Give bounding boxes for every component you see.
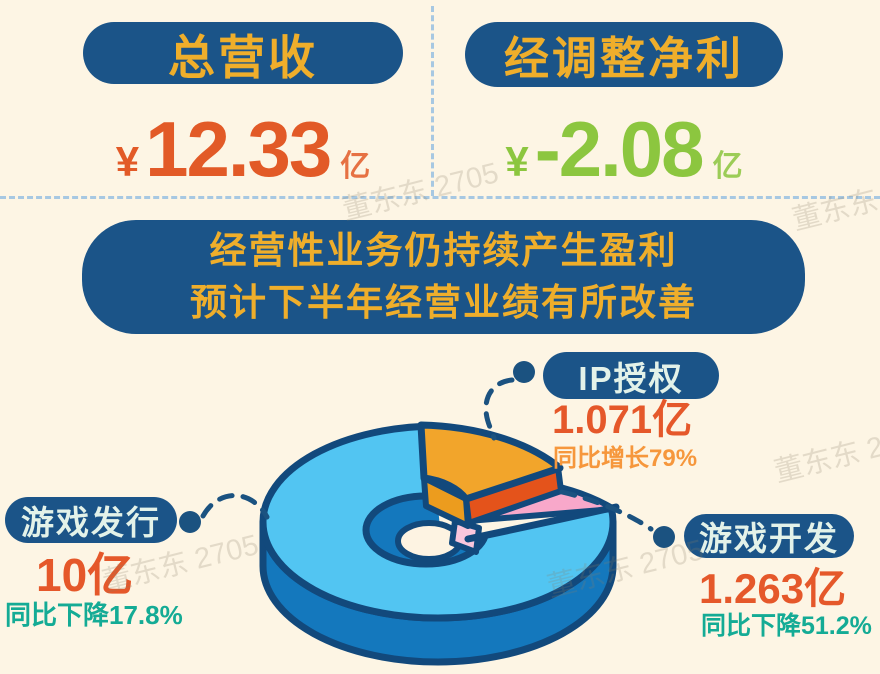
value-game-publishing: 10亿 bbox=[36, 549, 134, 601]
horizontal-dashed-divider bbox=[0, 196, 880, 199]
summary-banner-line1: 经营性业务仍持续产生盈利 bbox=[209, 230, 678, 271]
value-game-dev: 1.263亿 bbox=[699, 565, 847, 612]
slice-ip-licensing-top bbox=[417, 421, 564, 503]
connector-dot-game-publishing bbox=[179, 511, 201, 533]
label-ip-licensing: IP授权 bbox=[578, 359, 684, 397]
net-profit-card-pill: 经调整净利 bbox=[465, 22, 783, 87]
connector-dot-ip-licensing bbox=[513, 361, 535, 383]
label-game-publishing: 游戏发行 bbox=[21, 504, 161, 541]
label-pill-game-dev: 游戏开发 bbox=[684, 514, 854, 558]
revenue-amount-unit: 亿 bbox=[340, 150, 371, 183]
revenue-amount: ¥ 12.33 亿 bbox=[83, 110, 403, 188]
watermark: 董东东 2705 bbox=[789, 167, 880, 237]
net-profit-amount: ¥ -2.08 亿 bbox=[465, 110, 783, 188]
label-game-dev: 游戏开发 bbox=[699, 520, 839, 557]
net-profit-currency-symbol: ¥ bbox=[505, 138, 529, 185]
yoy-game-dev: 同比下降51.2% bbox=[701, 612, 872, 640]
revenue-card-pill: 总营收 bbox=[83, 22, 403, 84]
summary-banner-line2: 预计下半年经营业绩有所改善 bbox=[190, 282, 697, 323]
revenue-card-label: 总营收 bbox=[168, 30, 318, 84]
value-ip-licensing: 1.071亿 bbox=[552, 398, 693, 442]
yoy-game-publishing: 同比下降17.8% bbox=[5, 600, 183, 630]
vertical-dashed-divider bbox=[431, 6, 434, 196]
revenue-amount-number: 12.33 bbox=[145, 105, 332, 193]
yoy-ip-licensing: 同比增长79% bbox=[553, 445, 698, 472]
revenue-currency-symbol: ¥ bbox=[115, 138, 140, 185]
connector-dot-game-dev bbox=[653, 526, 675, 548]
donut-chart bbox=[179, 361, 675, 666]
connector-ip-licensing bbox=[483, 377, 515, 441]
connector-game-publishing bbox=[200, 493, 270, 520]
net-profit-card-label: 经调整净利 bbox=[503, 33, 744, 84]
slice-game-dev-side bbox=[449, 518, 482, 555]
connector-game-dev bbox=[559, 489, 654, 532]
slice-ip-licensing-inner-face bbox=[421, 475, 471, 529]
label-pill-ip-licensing: IP授权 bbox=[543, 352, 719, 399]
net-profit-amount-number: -2.08 bbox=[534, 105, 705, 193]
blue-lobe-cut-edge bbox=[464, 503, 620, 543]
label-pill-game-publishing: 游戏发行 bbox=[5, 497, 177, 543]
net-profit-amount-unit: 亿 bbox=[712, 150, 743, 183]
summary-banner: 经营性业务仍持续产生盈利 预计下半年经营业绩有所改善 bbox=[82, 220, 805, 334]
